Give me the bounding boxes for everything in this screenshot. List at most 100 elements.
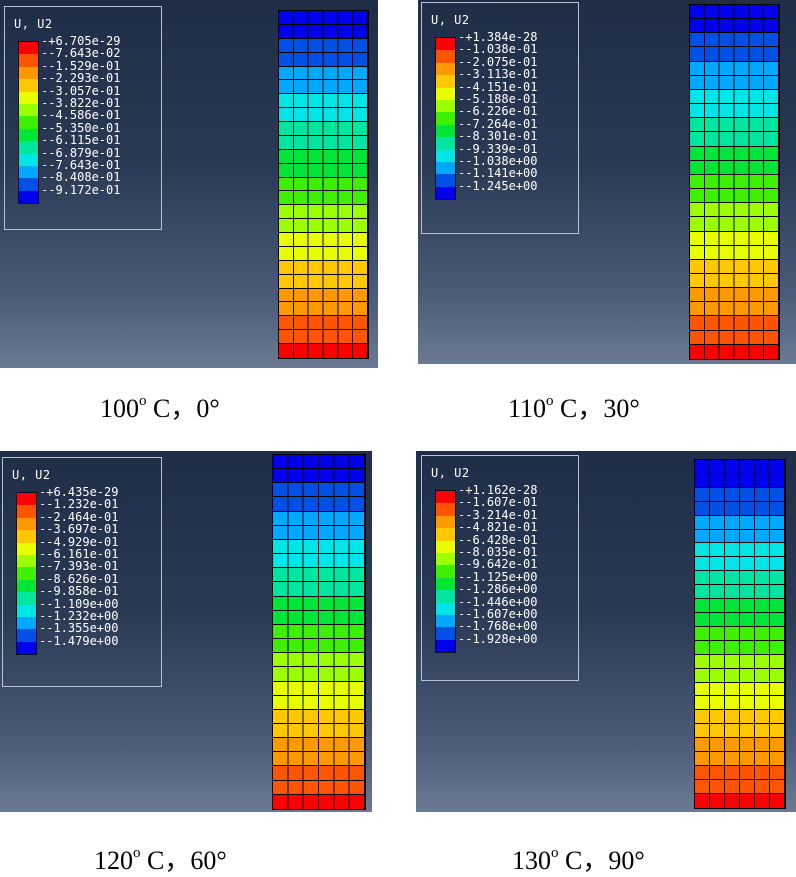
mesh-row	[273, 667, 365, 682]
mesh-grid-lines	[279, 274, 368, 288]
mesh-row	[695, 654, 785, 669]
mesh-grid-lines	[695, 626, 785, 640]
mesh-grid-lines	[279, 246, 368, 260]
mesh-grid-lines	[279, 122, 368, 135]
legend-swatch	[436, 627, 455, 640]
mesh-row	[690, 330, 779, 345]
mesh-grid-lines	[273, 469, 365, 483]
mesh-row	[690, 231, 779, 246]
legend-value-list: +6.705e-29-7.643e-02-1.529e-01-2.293e-01…	[41, 35, 120, 196]
legend-swatch	[436, 50, 455, 63]
legend-swatch	[17, 567, 36, 580]
contour-panel-3: U, U2 +6.435e-29-1.232e-01-2.464e-01-3.6…	[0, 451, 372, 812]
mesh-grid-lines	[279, 177, 368, 191]
caption-temperature: 100	[100, 394, 139, 423]
legend-swatch	[17, 530, 36, 543]
legend-value: -6.428e-01	[458, 533, 537, 546]
mesh-row	[695, 473, 785, 488]
caption-panel-2: 110o C，30°	[508, 388, 640, 425]
mesh-row	[690, 118, 779, 133]
mesh-grid-lines	[690, 288, 779, 302]
mesh-grid-lines	[695, 779, 785, 793]
legend-value: -1.245e+00	[458, 179, 537, 192]
mesh-grid-lines	[273, 455, 365, 469]
mesh-row	[273, 766, 365, 781]
mesh-grid-lines	[279, 135, 368, 149]
mesh-grid-lines	[695, 793, 785, 808]
mesh-grid-lines	[279, 11, 368, 24]
legend-value: -1.928e+00	[458, 632, 537, 645]
mesh-grid-lines	[279, 316, 368, 330]
mesh-row	[695, 599, 785, 613]
mesh-grid-lines	[695, 473, 785, 487]
mesh-grid-lines	[695, 571, 785, 585]
mesh-grid-lines	[279, 233, 368, 246]
legend-value: -4.151e-01	[458, 80, 537, 93]
mesh-grid-lines	[279, 302, 368, 316]
caption-temperature: 130	[512, 846, 551, 875]
mesh-row	[279, 52, 368, 67]
mesh-row	[273, 752, 365, 767]
mesh-row	[690, 132, 779, 147]
legend-value: -5.188e-01	[458, 93, 537, 106]
mesh-grid-lines	[690, 61, 779, 75]
legend-box: U, U2 +6.435e-29-1.232e-01-2.464e-01-3.6…	[2, 457, 162, 687]
mesh-row	[690, 5, 779, 20]
mesh-grid-lines	[279, 52, 368, 66]
mesh-row	[273, 455, 365, 470]
caption-degree-mark: o	[546, 393, 554, 410]
mesh-grid-lines	[279, 24, 368, 38]
mesh-row	[690, 344, 779, 359]
legend-swatch	[436, 62, 455, 76]
mesh-grid-lines	[690, 259, 779, 273]
legend-swatch	[19, 141, 38, 154]
mesh-row	[690, 217, 779, 232]
legend-value: -7.393e-01	[39, 560, 118, 573]
mesh-row	[279, 177, 368, 192]
legend-value: -1.038e+00	[458, 155, 537, 168]
mesh-row	[279, 205, 368, 220]
mesh-row	[695, 501, 785, 516]
legend-swatch	[436, 528, 455, 541]
mesh-grid-lines	[695, 682, 785, 696]
legend-value: -8.626e-01	[39, 572, 118, 585]
mesh-grid-lines	[273, 794, 365, 809]
mesh-row	[279, 302, 368, 317]
mesh-grid-lines	[690, 231, 779, 245]
mesh-row	[695, 612, 785, 627]
mesh-row	[279, 122, 368, 136]
legend-value: -3.822e-01	[41, 97, 120, 110]
mesh-row	[690, 174, 779, 190]
mesh-row	[695, 765, 785, 780]
mesh-row	[279, 108, 368, 122]
mesh-grid-lines	[690, 302, 779, 316]
legend-value: -1.038e-01	[458, 43, 537, 56]
legend-value: -8.035e-01	[458, 546, 537, 559]
legend-value: +1.384e-28	[458, 31, 537, 44]
mesh-grid-lines	[273, 483, 365, 497]
mesh-row	[690, 146, 779, 161]
mesh-row	[690, 47, 779, 62]
legend-swatch	[436, 149, 455, 162]
mesh-grid-lines	[279, 205, 368, 219]
mesh-row	[273, 554, 365, 569]
mesh-row	[690, 89, 779, 105]
legend-value: -2.075e-01	[458, 55, 537, 68]
mesh-row	[273, 497, 365, 512]
mesh-grid-lines	[273, 752, 365, 766]
mesh-row	[273, 610, 365, 625]
mesh-grid-lines	[690, 33, 779, 47]
legend-swatch	[436, 174, 455, 187]
mesh-column	[694, 459, 786, 809]
mesh-grid-lines	[690, 104, 779, 118]
legend-value: -1.232e-01	[39, 498, 118, 511]
mesh-grid-lines	[273, 766, 365, 780]
legend-swatch	[17, 604, 36, 617]
mesh-grid-lines	[695, 710, 785, 724]
mesh-grid-lines	[279, 66, 368, 80]
mesh-grid-lines	[690, 344, 779, 359]
legend-swatch	[436, 137, 455, 150]
mesh-grid-lines	[273, 709, 365, 723]
mesh-grid-lines	[690, 174, 779, 189]
mesh-grid-lines	[690, 132, 779, 146]
